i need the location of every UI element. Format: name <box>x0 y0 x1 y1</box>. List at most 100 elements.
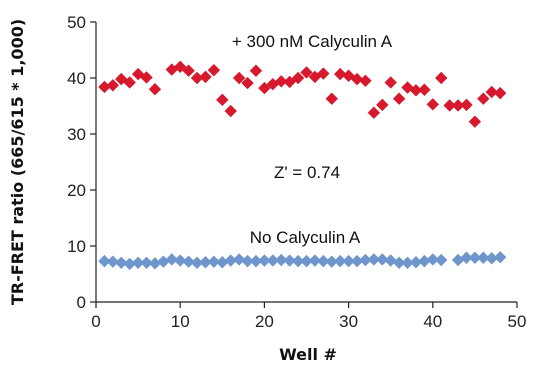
data-point-series-2 <box>401 256 414 269</box>
data-point-series-1 <box>392 92 406 105</box>
x-tick-label: 10 <box>171 312 190 331</box>
data-point-series-1 <box>384 76 397 89</box>
data-point-series-1 <box>300 66 313 79</box>
data-point-series-1 <box>325 92 338 105</box>
data-point-series-2 <box>367 253 381 266</box>
data-point-series-1 <box>376 98 389 112</box>
data-point-series-2 <box>291 254 305 268</box>
data-point-series-1 <box>485 85 498 99</box>
data-point-series-1 <box>443 99 456 112</box>
data-point-series-2 <box>216 256 229 269</box>
data-point-series-1 <box>165 63 178 76</box>
data-point-series-2 <box>275 253 288 267</box>
data-point-series-1 <box>140 71 153 84</box>
x-axis-title: Well # <box>279 345 337 364</box>
data-point-series-2 <box>451 253 465 267</box>
data-point-series-2 <box>308 254 322 267</box>
data-point-series-2 <box>359 253 372 267</box>
data-point-series-2 <box>115 256 128 269</box>
data-point-series-2 <box>317 254 330 268</box>
data-point-series-1 <box>106 79 120 92</box>
annotation-lower: No Calyculin A <box>250 228 361 247</box>
y-tick-label: 0 <box>77 293 86 312</box>
data-point-series-1 <box>232 71 246 85</box>
data-point-series-2 <box>426 253 439 266</box>
data-point-series-1 <box>123 76 136 89</box>
data-point-series-1 <box>350 72 364 86</box>
data-point-series-2 <box>392 256 406 269</box>
data-point-series-2 <box>477 251 490 264</box>
x-tick-label: 40 <box>423 312 442 331</box>
data-point-series-1 <box>359 74 372 87</box>
data-point-series-2 <box>98 254 111 268</box>
x-tick-label: 50 <box>508 312 527 331</box>
data-point-series-1 <box>207 63 221 77</box>
data-point-series-1 <box>199 70 212 84</box>
data-point-series-2 <box>342 254 355 268</box>
data-point-series-1 <box>477 92 490 105</box>
data-point-series-2 <box>199 256 212 269</box>
x-tick-label: 20 <box>255 312 274 331</box>
data-point-series-2 <box>140 256 153 269</box>
data-point-series-1 <box>182 64 195 77</box>
data-point-series-2 <box>165 253 178 266</box>
data-point-series-2 <box>249 254 263 268</box>
data-point-series-2 <box>123 257 136 271</box>
data-point-series-2 <box>333 254 347 268</box>
data-point-series-2 <box>258 254 271 267</box>
data-point-series-1 <box>451 99 465 112</box>
data-point-series-2 <box>207 255 221 268</box>
data-point-series-1 <box>418 83 431 96</box>
data-point-series-2 <box>435 253 448 267</box>
data-point-series-2 <box>241 254 254 268</box>
data-point-series-1 <box>333 67 347 81</box>
data-point-series-2 <box>148 257 162 270</box>
data-point-series-1 <box>224 104 237 118</box>
data-point-series-1 <box>98 80 111 94</box>
data-point-series-1 <box>409 84 423 97</box>
data-point-series-1 <box>275 75 288 88</box>
data-point-series-2 <box>300 254 313 268</box>
data-point-series-2 <box>468 251 482 264</box>
data-point-series-1 <box>258 81 271 95</box>
plot-area: 0 10 20 30 40 50 0 10 20 30 40 50 <box>67 13 526 331</box>
data-point-series-1 <box>426 98 439 111</box>
data-point-series-2 <box>106 255 120 268</box>
data-point-series-2 <box>418 254 431 268</box>
data-point-series-1 <box>460 98 473 112</box>
y-tick-label: 40 <box>67 69 86 88</box>
data-point-series-1 <box>493 86 507 100</box>
y-tick-label: 20 <box>67 181 86 200</box>
y-tick-label: 10 <box>67 237 86 256</box>
annotation-zprime: Z' = 0.74 <box>274 163 340 182</box>
data-point-series-1 <box>367 106 381 119</box>
data-point-series-1 <box>190 71 204 85</box>
data-point-series-2 <box>493 251 507 264</box>
data-point-series-2 <box>485 252 498 265</box>
data-point-series-2 <box>283 254 296 267</box>
x-tick-label: 0 <box>91 312 100 331</box>
data-point-series-2 <box>409 256 423 269</box>
annotation-upper: + 300 nM Calyculin A <box>232 32 393 51</box>
data-point-series-2 <box>174 254 187 267</box>
data-point-series-2 <box>224 254 237 267</box>
data-point-series-2 <box>350 254 364 268</box>
data-point-series-2 <box>131 256 145 269</box>
data-point-series-2 <box>190 256 204 269</box>
data-point-series-1 <box>291 71 305 85</box>
data-point-series-1 <box>435 71 448 85</box>
data-point-series-1 <box>216 93 229 107</box>
data-point-series-2 <box>376 253 389 266</box>
data-point-series-2 <box>232 253 246 266</box>
data-point-series-1 <box>241 76 254 90</box>
data-point-series-1 <box>317 67 330 80</box>
x-tick-label: 30 <box>339 312 358 331</box>
y-tick-label: 50 <box>67 13 86 32</box>
data-point-series-2 <box>460 251 473 264</box>
data-point-series-1 <box>468 115 482 128</box>
data-point-series-2 <box>266 254 280 267</box>
y-axis-title: TR-FRET ratio (665/615 * 1,000) <box>8 19 27 305</box>
data-point-series-1 <box>249 64 263 77</box>
data-point-series-2 <box>182 255 195 268</box>
